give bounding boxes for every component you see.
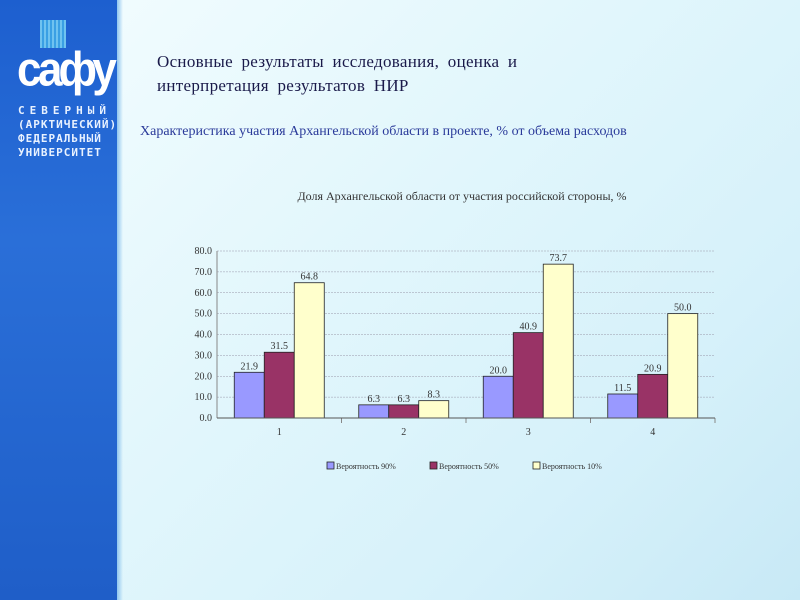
- bar: [388, 404, 420, 419]
- y-tick-label: 80.0: [195, 246, 213, 257]
- y-tick-label: 50.0: [195, 309, 213, 320]
- logo-line: ФЕДЕРАЛЬНЫЙ: [18, 132, 102, 145]
- chart-title: Доля Архангельской области от участия ро…: [297, 189, 626, 203]
- bar: [482, 375, 514, 419]
- legend-swatch: [532, 461, 541, 470]
- y-tick-label: 40.0: [195, 330, 213, 341]
- bar: [512, 332, 544, 419]
- x-tick-label: 4: [650, 427, 655, 438]
- bar: [358, 404, 390, 419]
- logo-line: УНИВЕРСИТЕТ: [18, 146, 102, 159]
- legend-swatch: [326, 461, 335, 470]
- data-label: 11.5: [614, 383, 631, 394]
- data-label: 20.9: [644, 363, 662, 374]
- bar: [667, 313, 699, 419]
- data-label: 50.0: [674, 303, 692, 314]
- slide-title: Основные результаты исследования, оценка…: [157, 50, 517, 98]
- logo: сафу: [17, 42, 117, 97]
- data-label: 40.9: [520, 322, 538, 333]
- data-label: 21.9: [241, 361, 259, 372]
- title-line: интерпретация результатов НИР: [157, 76, 409, 95]
- bar: [263, 351, 295, 419]
- bar: [418, 400, 450, 419]
- legend-label: Вероятность 90%: [336, 462, 396, 471]
- legend-label: Вероятность 10%: [542, 462, 602, 471]
- data-label: 31.5: [271, 341, 289, 352]
- data-label: 64.8: [301, 272, 319, 283]
- title-line: Основные результаты исследования, оценка…: [157, 52, 518, 71]
- data-label: 6.3: [368, 394, 381, 405]
- y-tick-label: 10.0: [195, 392, 213, 403]
- y-tick-label: 70.0: [195, 267, 213, 278]
- bar: [542, 263, 574, 419]
- bar: [637, 373, 669, 419]
- slide-subtitle: Характеристика участия Архангельской обл…: [140, 124, 627, 139]
- x-tick-label: 1: [277, 427, 282, 438]
- university-name: СЕВЕРНЫЙ (АРКТИЧЕСКИЙ) ФЕДЕРАЛЬНЫЙ УНИВЕ…: [18, 104, 117, 160]
- book-icon: [40, 20, 66, 48]
- y-tick-label: 60.0: [195, 288, 213, 299]
- bar: [233, 371, 265, 419]
- bar: [607, 393, 639, 419]
- data-label: 6.3: [398, 394, 411, 405]
- data-label: 20.0: [490, 365, 508, 376]
- x-tick-label: 2: [401, 427, 406, 438]
- y-tick-label: 30.0: [195, 350, 213, 361]
- legend-swatch: [429, 461, 438, 470]
- logo-line: СЕВЕРНЫЙ: [18, 104, 111, 117]
- y-tick-label: 20.0: [195, 371, 213, 382]
- logo-line: (АРКТИЧЕСКИЙ): [18, 118, 118, 131]
- data-label: 8.3: [428, 390, 441, 401]
- sidebar-logo-panel: сафу СЕВЕРНЫЙ (АРКТИЧЕСКИЙ) ФЕДЕРАЛЬНЫЙ …: [0, 0, 123, 600]
- legend-label: Вероятность 50%: [439, 462, 499, 471]
- x-tick-label: 3: [526, 427, 531, 438]
- bar: [293, 282, 325, 419]
- data-label: 73.7: [550, 253, 568, 264]
- y-tick-label: 0.0: [200, 413, 213, 424]
